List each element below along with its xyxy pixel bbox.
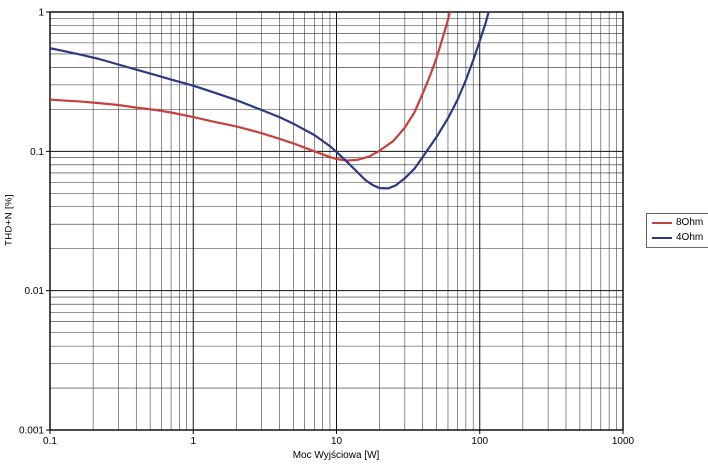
x-tick-label: 10 <box>331 436 343 447</box>
y-tick-label: 1 <box>38 8 44 19</box>
legend: 8Ohm 4Ohm <box>646 213 708 248</box>
x-tick-label: 100 <box>471 436 488 447</box>
legend-swatch-8ohm <box>652 221 672 225</box>
series-4ohm <box>50 12 490 190</box>
legend-label-4ohm: 4Ohm <box>676 232 704 243</box>
legend-item-8ohm: 8Ohm <box>652 218 703 228</box>
x-tick-label: 1 <box>190 436 196 447</box>
legend-swatch-4ohm <box>652 236 672 240</box>
y-tick-labels: 0.001 0.01 0.1 1 <box>19 8 44 437</box>
y-tick-label: 0.001 <box>19 426 44 437</box>
major-gridlines <box>49 11 624 431</box>
legend-label-8ohm: 8Ohm <box>676 217 704 228</box>
tick-marks <box>46 11 624 434</box>
x-tick-label: 0.1 <box>43 436 57 447</box>
series-8ohm <box>50 12 451 162</box>
y-tick-label: 0.1 <box>30 147 44 158</box>
x-axis-label: Moc Wyjściowa [W] <box>292 450 380 461</box>
y-axis-label: THD+N [%] <box>3 194 15 246</box>
y-tick-label: 0.01 <box>25 286 45 297</box>
legend-item-4ohm: 4Ohm <box>652 233 703 243</box>
x-tick-label: 1000 <box>612 436 635 447</box>
x-tick-labels: 0.1 1 10 100 1000 <box>43 436 635 447</box>
